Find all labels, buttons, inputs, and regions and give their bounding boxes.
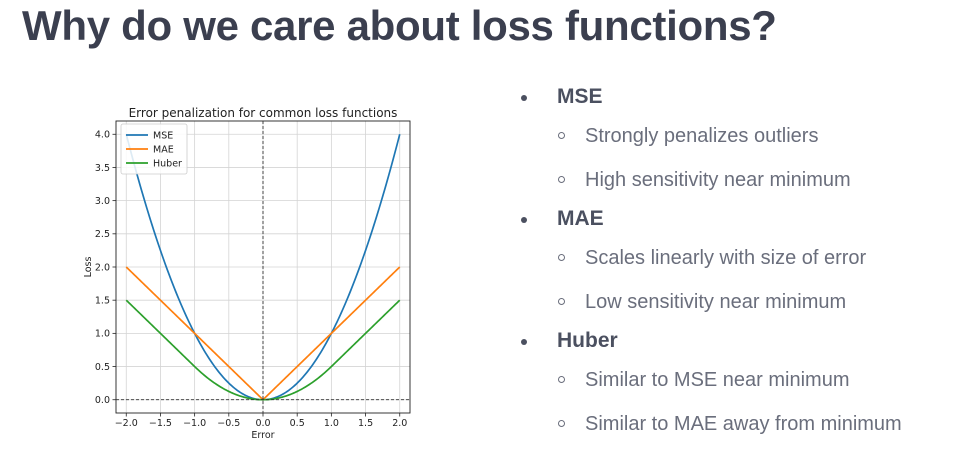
sub-bullet: Scales linearly with size of error [516,236,956,280]
legend-label-mse: MSE [153,130,173,141]
sub-bullet-ring-icon [558,132,565,139]
bullet-dot-icon [521,339,527,345]
legend-label-huber: Huber [153,158,182,169]
sub-bullet-text: Low sensitivity near minimum [585,291,847,313]
sub-bullet-ring-icon [558,254,565,261]
x-tick-label: 0.5 [290,418,305,429]
x-tick-label: 1.5 [358,418,373,429]
bullet-dot-icon [521,95,527,101]
sub-bullet-ring-icon [558,376,565,383]
sub-bullet: Similar to MSE near minimum [516,358,956,402]
sub-bullet: Similar to MAE away from minimum [516,402,956,446]
bullet-list: MSE Strongly penalizes outliers High sen… [516,80,956,446]
sub-bullet-text: High sensitivity near minimum [585,169,851,191]
sub-bullet-ring-icon [558,420,565,427]
x-tick-label: −1.0 [183,418,206,429]
bullet-mae: MAE [516,202,956,236]
sub-bullet-text: Scales linearly with size of error [585,247,867,269]
sub-bullet: Strongly penalizes outliers [516,114,956,158]
legend-box [120,123,188,175]
bullet-mae-label: MAE [557,207,604,230]
sub-bullet-text: Strongly penalizes outliers [585,125,819,147]
x-axis-label: Error [251,430,274,441]
y-tick-label: 3.5 [95,163,110,174]
sub-bullet: Low sensitivity near minimum [516,280,956,324]
x-tick-label: 1.0 [324,418,339,429]
sub-bullet-text: Similar to MSE near minimum [585,369,850,391]
x-tick-label: −2.0 [115,418,138,429]
sub-bullet-ring-icon [558,176,565,183]
bullet-dot-icon [521,217,527,223]
sub-bullet-text: Similar to MAE away from minimum [585,413,902,435]
bullet-mse: MSE [516,80,956,114]
y-tick-label: 2.0 [95,262,110,273]
y-tick-label: 1.0 [95,329,110,340]
y-tick-label: 4.0 [95,130,110,141]
y-tick-label: 0.0 [95,395,110,406]
loss-chart: −2.0 −1.5 −1.0 −0.5 0.0 0.5 1.0 1.5 2.0 0.0 0.5 1.0… [76,100,421,445]
legend-label-mae: MAE [153,144,174,155]
sub-bullet: High sensitivity near minimum [516,158,956,202]
y-tick-label: 2.5 [95,229,110,240]
y-axis-label: Loss [83,257,94,278]
sub-bullet-ring-icon [558,298,565,305]
y-tick-label: 1.5 [95,295,110,306]
x-tick-label: −1.5 [149,418,172,429]
loss-chart-svg: −2.0 −1.5 −1.0 −0.5 0.0 0.5 1.0 1.5 2.0 0.0 0.5 1.0… [83,106,411,441]
bullet-huber: Huber [516,324,956,358]
bullet-huber-label: Huber [557,329,618,352]
chart-title: Error penalization for common loss funct… [129,106,398,120]
y-tick-label: 3.0 [95,196,110,207]
slide-title: Why do we care about loss functions? [22,2,777,49]
x-tick-label: 2.0 [392,418,407,429]
y-tick-label: 0.5 [95,362,110,373]
x-tick-label: −0.5 [217,418,240,429]
x-tick-label: 0.0 [255,418,270,429]
bullet-mse-label: MSE [557,85,603,108]
